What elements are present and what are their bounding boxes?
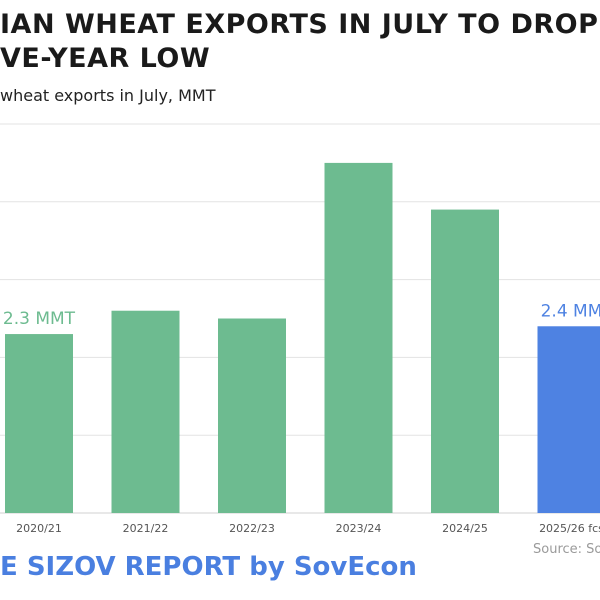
source-note: Source: So: [533, 542, 600, 557]
x-tick-label: 2022/23: [229, 522, 275, 535]
bar-2024-25: [431, 209, 499, 513]
bar-2021-22: [111, 310, 180, 513]
bar-2023-24: [324, 162, 393, 513]
bar-2020-21: [5, 334, 73, 513]
data-label: 2.3 MMT: [3, 309, 76, 329]
bar-chart: 2020/21 2021/22 2022/23 2023/24 2024/25 2025/…: [0, 123, 600, 535]
chart-subtitle: wheat exports in July, MMT: [0, 86, 216, 105]
bar-2022-23: [218, 318, 286, 513]
chart-title-line-2: VE-YEAR LOW: [0, 43, 211, 74]
data-label: 2.4 MM: [541, 301, 600, 321]
x-tick-label: 2024/25: [442, 522, 488, 535]
x-tick-label: 2020/21: [16, 522, 62, 535]
chart-title-line-1: IAN WHEAT EXPORTS IN JULY TO DROP: [0, 9, 599, 40]
bar-2025-26-fcs: [537, 326, 600, 513]
x-tick-label: 2023/24: [336, 522, 382, 535]
x-tick-label: 2021/22: [123, 522, 169, 535]
x-tick-label: 2025/26 fcs: [539, 522, 600, 535]
brand-footer: E SIZOV REPORT by SovEcon: [0, 552, 417, 582]
chart-title: IAN WHEAT EXPORTS IN JULY TO DROP VE-YEA…: [0, 8, 598, 76]
